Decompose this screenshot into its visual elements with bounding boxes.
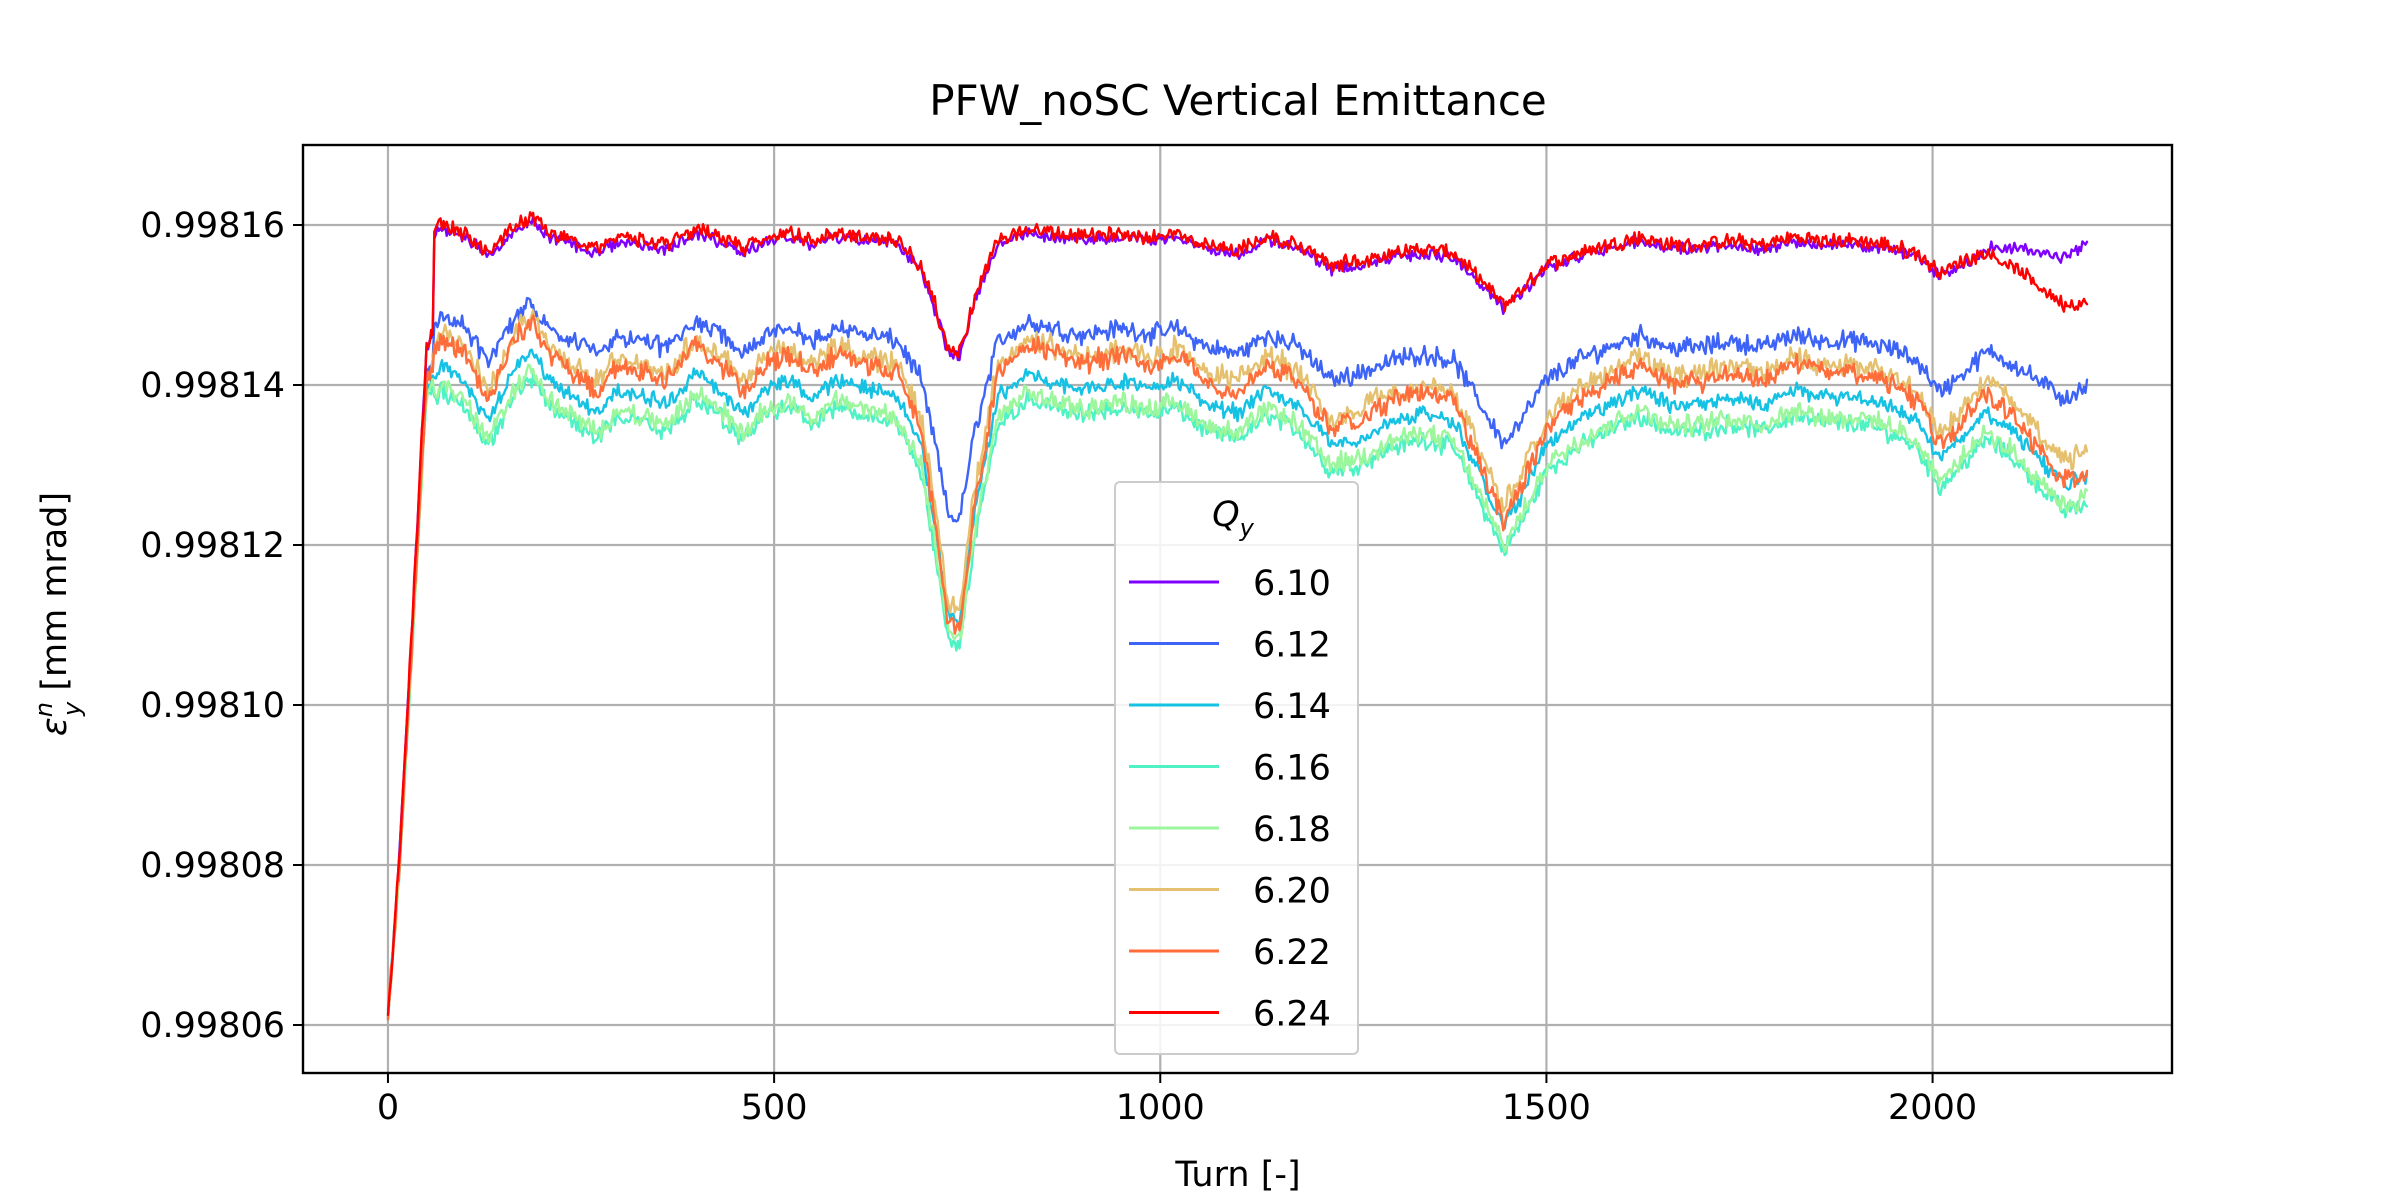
legend: Qy 6.10 6.12 6.14 6.16 6.18 6.20 6.22 6.24 <box>1114 481 1359 1055</box>
legend-label: 6.20 <box>1253 872 1331 912</box>
legend-label: 6.24 <box>1253 995 1331 1035</box>
y-tick-label: 0.99814 <box>140 366 285 406</box>
series-line-6-14 <box>386 348 2089 1011</box>
legend-label: 6.14 <box>1253 687 1331 727</box>
x-tick-label: 1000 <box>1116 1088 1205 1128</box>
y-tick-label: 0.99812 <box>140 526 285 566</box>
series-line-6-22 <box>386 314 2089 1021</box>
series-line-6-12 <box>386 297 2089 1016</box>
y-tick-label: 0.99810 <box>140 686 285 726</box>
legend-label: 6.22 <box>1253 933 1331 973</box>
series-line-6-18 <box>386 363 2089 1020</box>
legend-title: Qy <box>1212 495 1255 542</box>
legend-title-subscript: y <box>1239 514 1255 542</box>
y-axis: 0.99806 0.99808 0.99810 0.99812 0.99814 0.998… <box>140 206 303 1046</box>
y-axis-label-unit: [mm mrad] <box>35 492 75 702</box>
legend-title-symbol: Q <box>1212 495 1240 535</box>
plot-area <box>386 211 2089 1021</box>
x-axis: 0 500 1000 1500 2000 <box>377 1073 1977 1128</box>
y-axis-label-superscript: n <box>30 702 58 717</box>
legend-label: 6.18 <box>1253 810 1331 850</box>
y-tick-label: 0.99808 <box>140 846 285 886</box>
legend-label: 6.16 <box>1253 749 1331 789</box>
legend-label: 6.12 <box>1253 626 1331 666</box>
series-line-6-24 <box>386 211 2089 1017</box>
x-tick-label: 0 <box>377 1088 399 1128</box>
x-tick-label: 500 <box>741 1088 808 1128</box>
y-axis-label-subscript: y <box>58 701 86 717</box>
x-axis-label: Turn [-] <box>1174 1155 1300 1195</box>
chart-title: PFW_noSC Vertical Emittance <box>929 76 1547 125</box>
plot-frame <box>301 143 2174 1075</box>
y-axis-label: εny [mm mrad] <box>30 492 86 736</box>
x-tick-label: 1500 <box>1502 1088 1591 1128</box>
y-axis-label-symbol: ε <box>35 717 75 736</box>
legend-entries: 6.10 6.12 6.14 6.16 6.18 6.20 6.22 6.24 <box>1129 564 1331 1035</box>
y-tick-label: 0.99816 <box>140 206 285 246</box>
legend-label: 6.10 <box>1253 564 1331 604</box>
y-tick-label: 0.99806 <box>140 1006 285 1046</box>
legend-box <box>1114 481 1359 1055</box>
x-tick-label: 2000 <box>1888 1088 1977 1128</box>
